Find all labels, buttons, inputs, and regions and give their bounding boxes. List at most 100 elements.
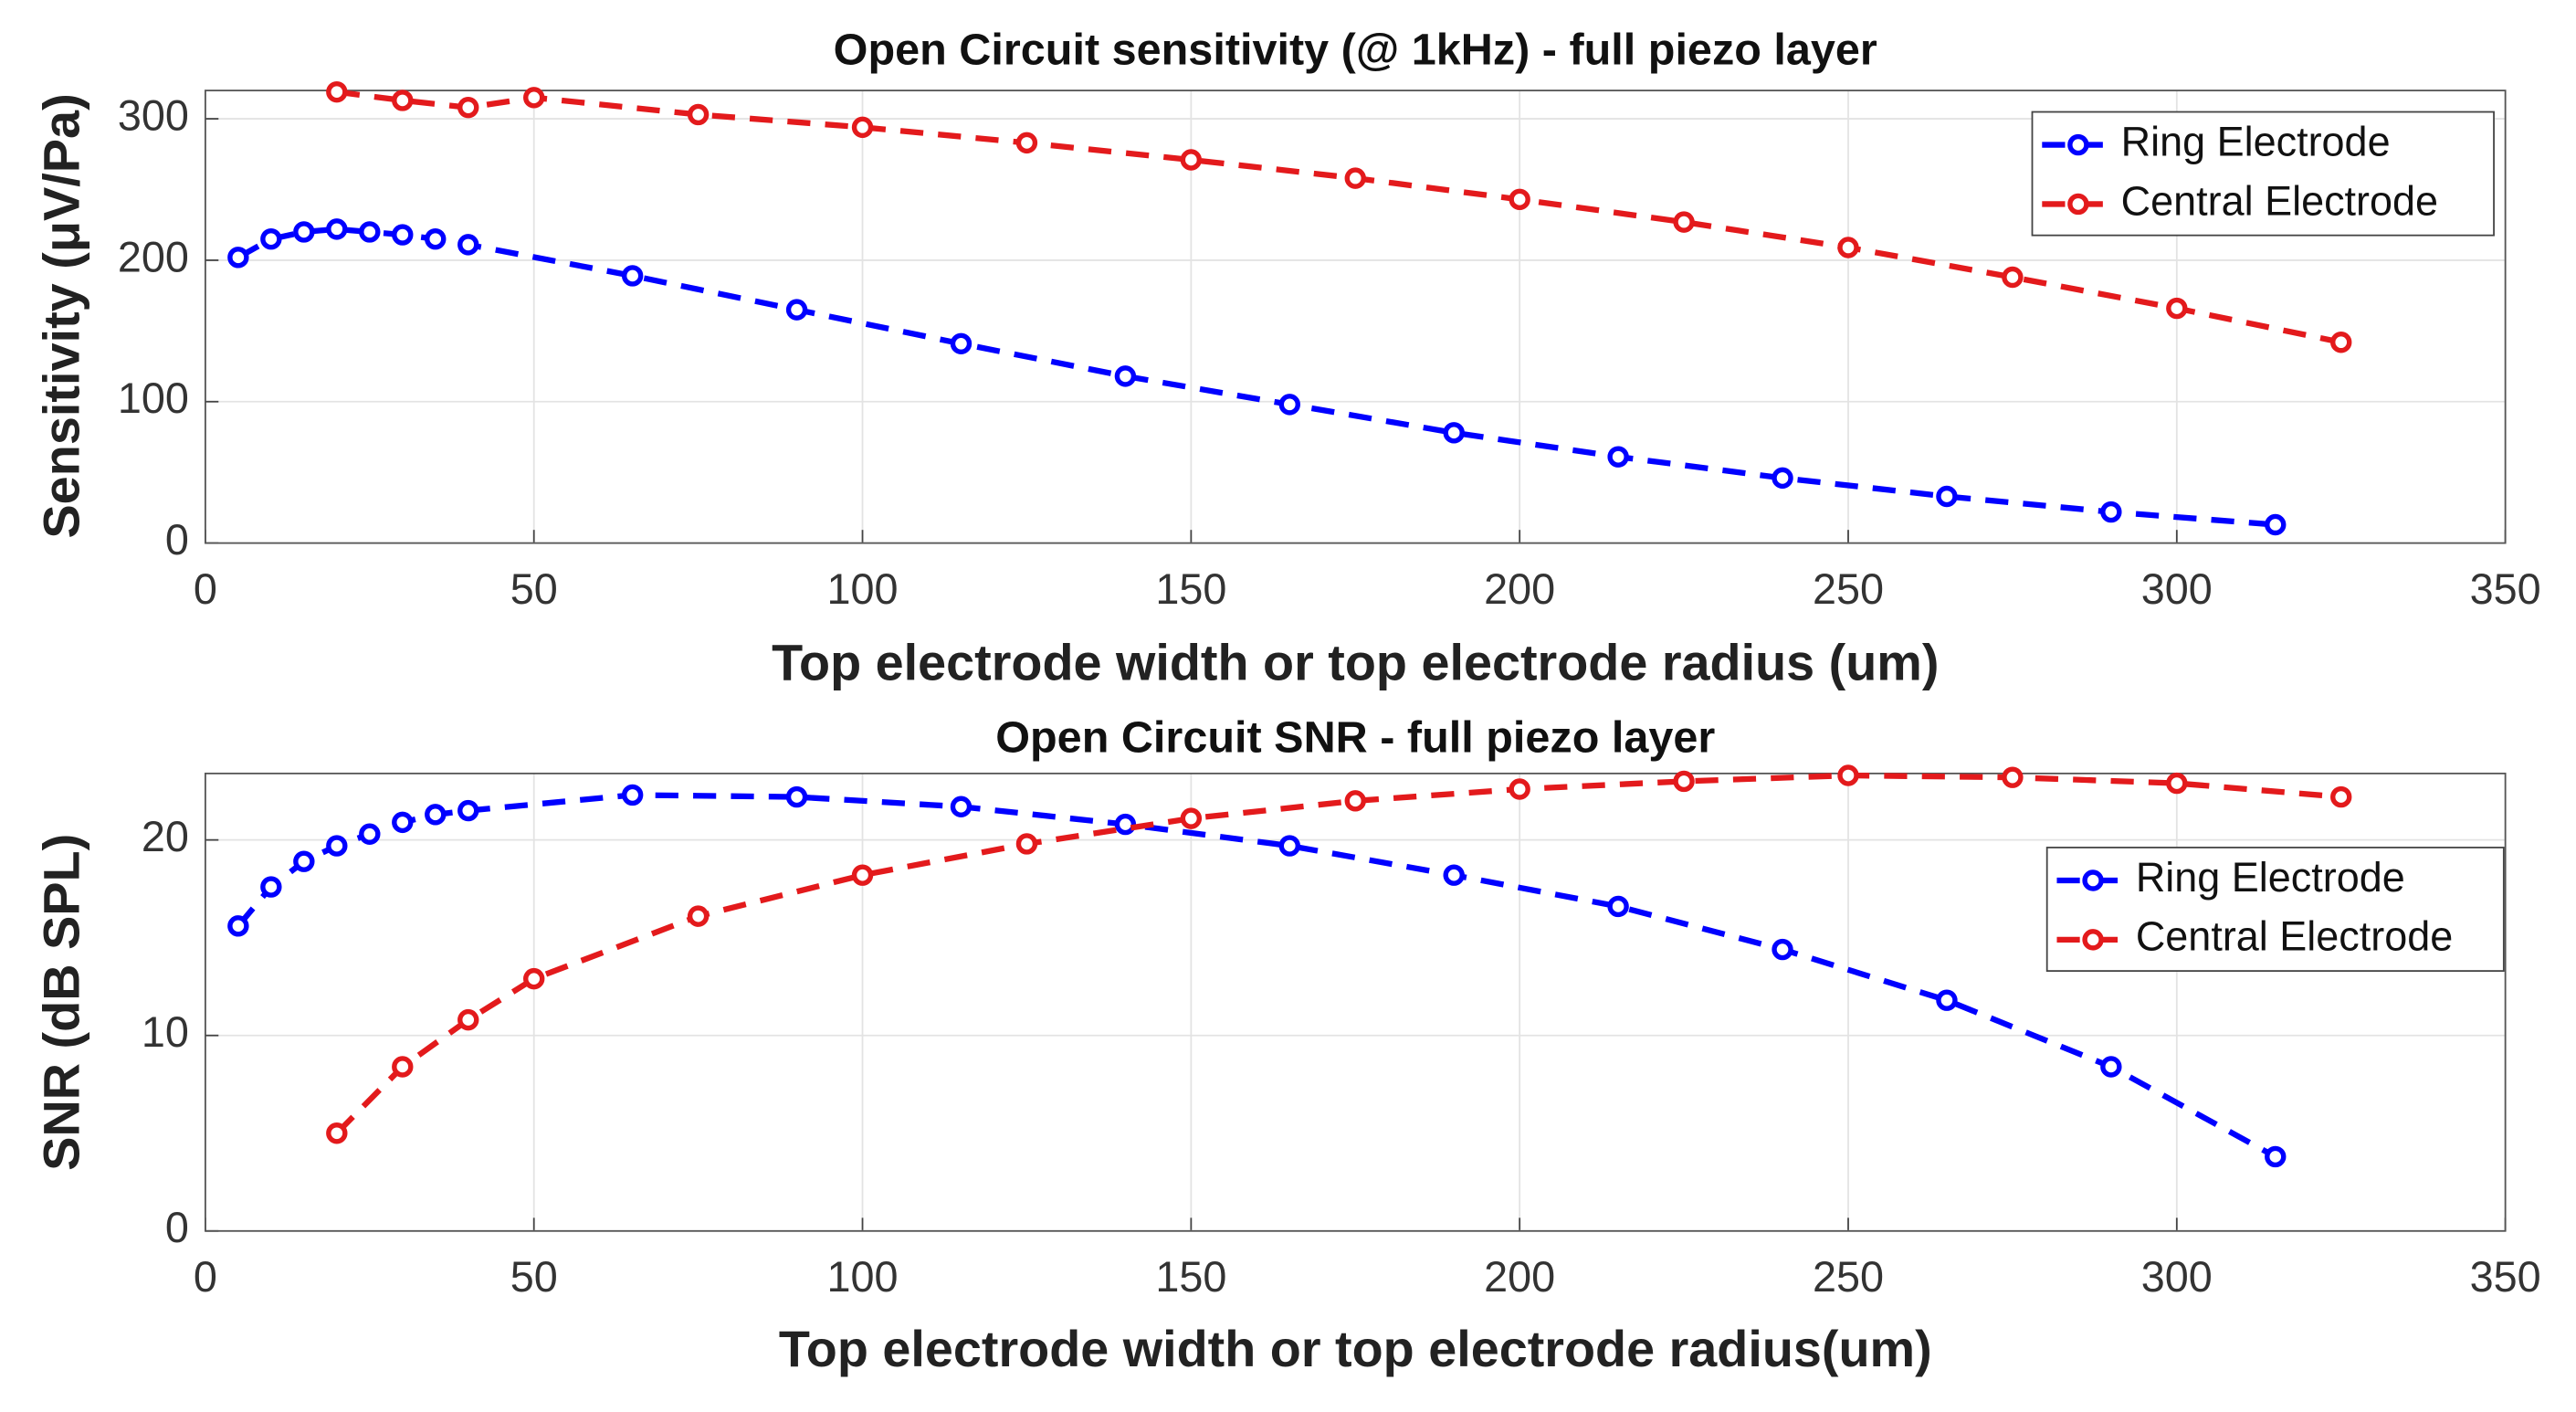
data-point [425,227,447,250]
data-point [1278,394,1300,416]
x-tick-label: 100 [827,1253,899,1301]
data-point [687,905,710,927]
data-point [2100,501,2122,523]
data-point [1114,813,1137,836]
data-point [785,785,808,808]
data-point [457,234,479,256]
legend-marker [2067,133,2089,156]
data-point [621,784,644,806]
data-point [1772,467,1793,490]
legend-label: Ring Electrode [2121,118,2391,164]
data-point [1673,770,1695,793]
data-point [293,850,315,872]
legend-label: Ring Electrode [2136,854,2405,901]
y-tick-label: 200 [118,233,189,280]
data-point [621,265,644,287]
data-point [1443,422,1465,444]
data-point [1015,833,1038,855]
data-point [2100,1056,2122,1078]
data-point [2166,297,2188,320]
data-point [1015,132,1038,154]
data-point [326,80,348,103]
data-point [326,1122,348,1144]
data-point [392,1056,414,1078]
y-tick-label: 10 [142,1008,189,1056]
data-point [1180,807,1203,829]
x-tick-label: 50 [510,1253,558,1301]
series-line [334,772,2341,1135]
x-tick-label: 350 [2470,565,2541,613]
data-point [1772,938,1793,961]
x-tick-label: 50 [510,565,558,613]
data-point [2330,332,2352,353]
plot-frame [204,772,2507,1232]
x-tick-label: 0 [194,1253,217,1301]
x-axis-label: Top electrode width or top electrode rad… [772,633,1939,690]
legend-box [2031,111,2495,237]
plot-area [205,773,2506,1231]
x-tick-label: 350 [2470,1253,2541,1301]
data-point [260,876,282,898]
data-point [1180,149,1203,171]
x-tick-label: 200 [1484,565,1555,613]
data-point [227,247,249,269]
data-point [2002,266,2024,289]
data-point [523,87,545,109]
x-tick-label: 300 [2141,565,2213,613]
data-point [1837,237,1859,258]
y-tick-label: 0 [165,1204,189,1251]
legend-label: Central Electrode [2121,177,2438,224]
data-point [1278,835,1300,857]
data-point [326,218,348,240]
y-axis-label: SNR (dB SPL) [33,834,90,1171]
data-point [260,227,282,250]
data-point [1607,446,1629,468]
data-point [2330,785,2352,808]
x-tick-label: 200 [1484,1253,1555,1301]
data-point [1936,989,1958,1011]
legend-marker [2082,869,2104,891]
data-point [457,96,479,119]
data-point [359,823,381,845]
y-tick-label: 100 [118,374,189,422]
y-axis-label: Sensitivity (μV/Pa) [33,93,90,538]
data-point [950,796,973,817]
y-tick-label: 0 [165,516,189,564]
data-point [950,332,973,354]
data-point [227,915,249,937]
data-point [2265,1145,2287,1168]
data-point [392,224,414,246]
legend-label: Central Electrode [2136,913,2453,960]
y-tick-label: 300 [118,91,189,139]
x-tick-label: 250 [1813,1253,1884,1301]
legend-box [2045,847,2505,973]
data-point [359,221,381,243]
data-point [1837,764,1859,786]
data-point [392,90,414,111]
data-point [523,967,545,990]
data-point [2002,766,2024,788]
data-point [1936,485,1958,508]
plot-frame [204,90,2507,544]
data-point [1509,778,1530,800]
data-point [457,799,479,822]
x-tick-label: 300 [2141,1253,2213,1301]
data-point [785,299,808,321]
chart-title: Open Circuit SNR - full piezo layer [995,713,1715,763]
x-axis-label: Top electrode width or top electrode rad… [779,1320,1932,1377]
x-tick-label: 150 [1155,565,1226,613]
data-point [851,116,874,139]
legend-marker [2082,929,2104,951]
data-point [1344,167,1366,189]
data-point [392,811,414,834]
data-point [425,804,447,826]
x-tick-label: 250 [1813,565,1884,613]
chart-title: Open Circuit sensitivity (@ 1kHz) - full… [834,25,1877,74]
data-point [1509,188,1530,211]
data-point [1673,211,1695,233]
y-tick-label: 20 [142,813,189,860]
data-point [326,835,348,857]
x-tick-label: 150 [1155,1253,1226,1301]
x-tick-label: 100 [827,565,899,613]
